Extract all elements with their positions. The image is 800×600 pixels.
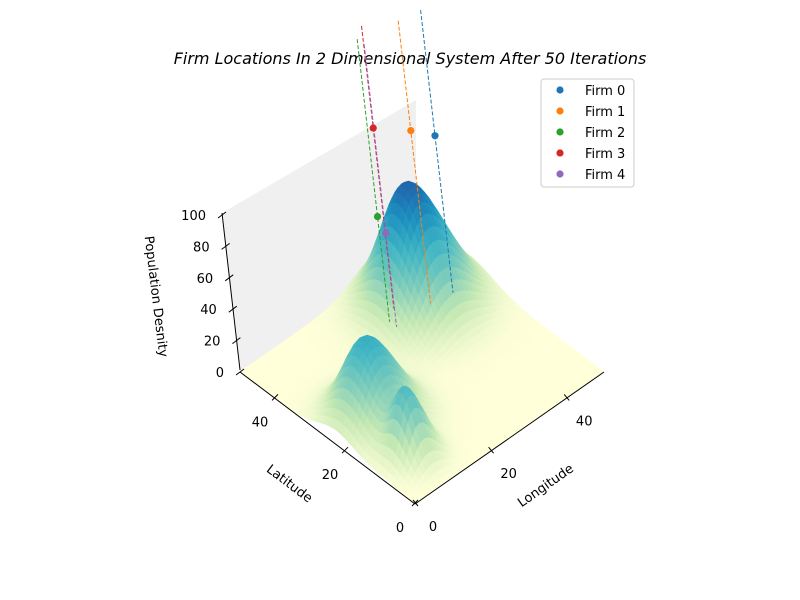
- dropline-firm-1: [397, 20, 432, 304]
- y-tick-label-2: 40: [252, 415, 269, 430]
- z-tick-0: [235, 368, 245, 376]
- dropline-firm-0: [420, 10, 454, 293]
- y-tick-0: [411, 499, 419, 507]
- x-tick-1: [488, 446, 494, 454]
- legend-marker-4: [556, 170, 564, 178]
- x-tick-2: [563, 394, 570, 401]
- y-tick-2: [271, 394, 279, 401]
- legend-frame: [540, 78, 635, 188]
- legend-marker-0: [556, 86, 564, 94]
- firm-point-4: [382, 229, 390, 237]
- legend-marker-2: [556, 128, 564, 136]
- legend-label-2: Firm 2: [585, 126, 625, 141]
- y-tick-label-0: 0: [396, 521, 404, 536]
- z-axis-line: [221, 212, 241, 371]
- y-axis-line: [239, 371, 416, 505]
- z-tick-4: [221, 242, 230, 250]
- z-tick-label-2: 40: [200, 303, 217, 318]
- x-axis-label: Longitude: [515, 461, 577, 510]
- z-tick-label-4: 80: [193, 240, 210, 255]
- legend-label-1: Firm 1: [585, 105, 625, 120]
- x-tick-label-2: 40: [576, 414, 593, 429]
- legend-marker-3: [556, 149, 564, 157]
- z-tick-label-1: 20: [204, 335, 221, 350]
- firm-point-3: [369, 124, 377, 132]
- x-axis-line: [414, 371, 605, 505]
- axes: [221, 212, 605, 505]
- z-tick-2: [228, 305, 238, 313]
- legend-marker-1: [556, 107, 564, 115]
- z-axis-label: Population Desnity: [141, 235, 171, 358]
- legend-label-4: Firm 4: [585, 168, 625, 183]
- population-surface: [239, 180, 605, 505]
- firm-point-2: [373, 212, 382, 221]
- firm-droplines: [356, 10, 454, 328]
- ticks: 0 20 40 0 20 40 0 20 40 60 80 100: [181, 209, 592, 536]
- y-tick-label-1: 20: [322, 468, 339, 483]
- legend-items: Firm 0 Firm 1 Firm 2 Firm 3 Firm 4: [556, 84, 625, 183]
- dropline-firm-3: [361, 25, 395, 309]
- z-tick-label-0: 0: [216, 366, 224, 381]
- firm-point-1: [407, 126, 415, 135]
- legend-label-0: Firm 0: [585, 84, 625, 99]
- y-tick-1: [341, 446, 349, 454]
- z-tick-label-5: 100: [181, 209, 206, 224]
- z-tick-5: [217, 211, 227, 219]
- chart-title: Firm Locations In 2 Dimensional System A…: [174, 49, 647, 68]
- z-tick-3: [224, 274, 234, 282]
- legend: Firm 0 Firm 1 Firm 2 Firm 3 Firm 4: [540, 78, 635, 188]
- dropline-firm-2: [356, 39, 391, 322]
- x-tick-label-0: 0: [429, 520, 437, 535]
- y-axis-label: Latitude: [263, 462, 315, 506]
- legend-label-3: Firm 3: [585, 147, 625, 162]
- dropline-firm-4: [363, 44, 398, 328]
- firm-point-0: [431, 132, 439, 140]
- z-tick-label-3: 60: [197, 272, 214, 287]
- x-tick-label-1: 20: [500, 467, 517, 482]
- firm-points: [369, 124, 439, 237]
- z-tick-1: [232, 337, 241, 345]
